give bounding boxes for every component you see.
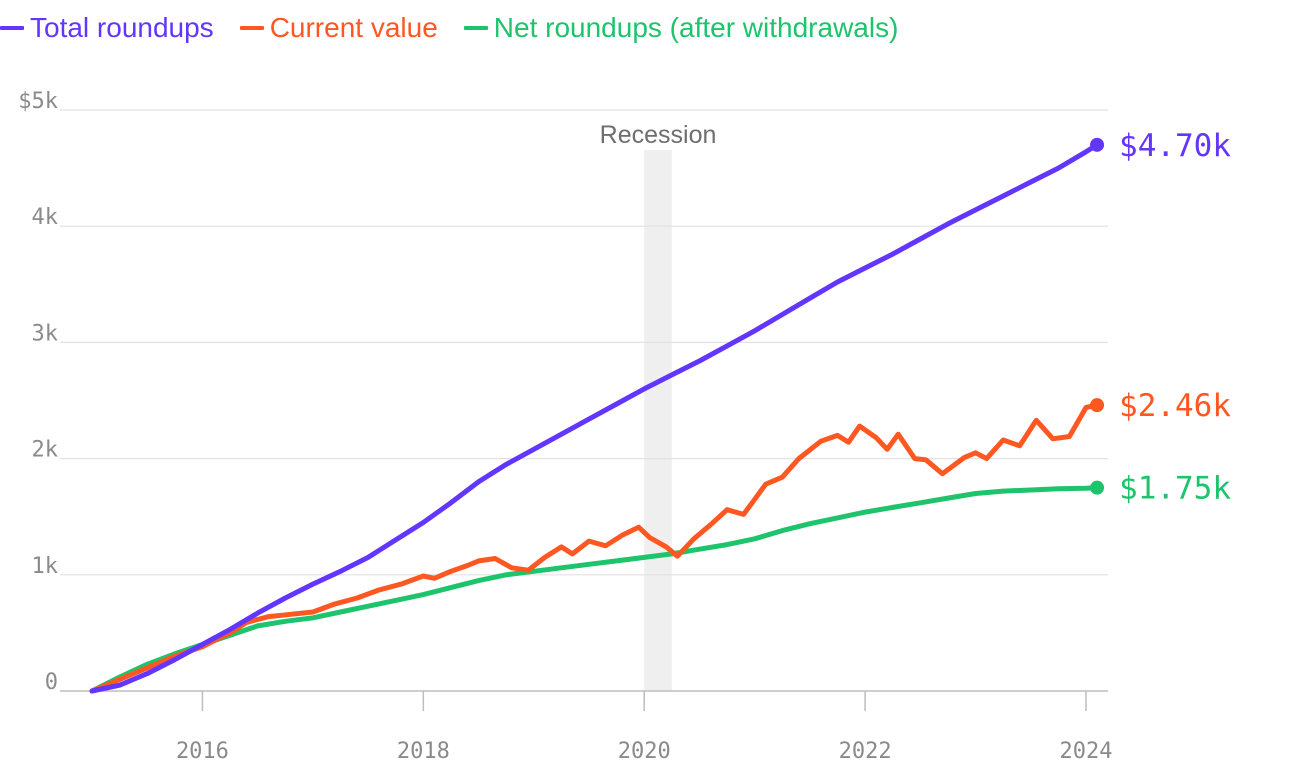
series-end-label: $1.75k (1119, 471, 1231, 507)
x-tick-label: 2020 (618, 739, 671, 764)
gridlines (60, 109, 1108, 692)
band-layer: Recession (600, 121, 717, 691)
y-axis-ticks: 0 1k 2k 3k 4k $5k (18, 89, 58, 695)
series-line (89, 142, 1100, 694)
series-line (89, 485, 1100, 694)
series-end-label: $2.46k (1119, 388, 1231, 424)
y-tick-label: 4k (32, 205, 59, 230)
legend-swatch (463, 26, 488, 30)
recession-label: Recession (600, 121, 717, 149)
recession-band (644, 150, 672, 691)
series-end-label: $4.70k (1119, 128, 1231, 164)
series-end-point (1090, 398, 1105, 413)
legend-item: Net roundups (after withdrawals) (463, 10, 899, 46)
x-tick-label: 2018 (397, 739, 450, 764)
legend-item: Current value (239, 10, 438, 46)
y-tick-label: 0 (45, 670, 58, 695)
y-tick-label: $5k (18, 89, 58, 114)
y-tick-label: 2k (32, 438, 59, 463)
legend-label: Net roundups (after withdrawals) (493, 12, 899, 43)
legend-swatch (0, 26, 24, 30)
series-end-point (1090, 480, 1105, 495)
y-tick-label: 1k (32, 554, 59, 579)
y-tick-label: 3k (32, 321, 59, 346)
legend-label: Total roundups (30, 12, 214, 43)
x-axis-ticks: 2016 2018 2020 2022 2024 (176, 691, 1113, 764)
legend: Total roundups Current value Net roundups … (0, 10, 898, 46)
end-labels: $4.70k $2.46k $1.75k (1090, 128, 1231, 507)
legend-item: Total roundups (0, 10, 214, 46)
series-line (89, 402, 1100, 694)
legend-swatch (239, 26, 264, 30)
series-end-point (1090, 137, 1105, 152)
x-tick-label: 2016 (176, 739, 229, 764)
series-lines (89, 142, 1100, 694)
x-tick-label: 2022 (839, 739, 892, 764)
legend-label: Current value (269, 12, 438, 43)
x-tick-label: 2024 (1060, 739, 1113, 764)
